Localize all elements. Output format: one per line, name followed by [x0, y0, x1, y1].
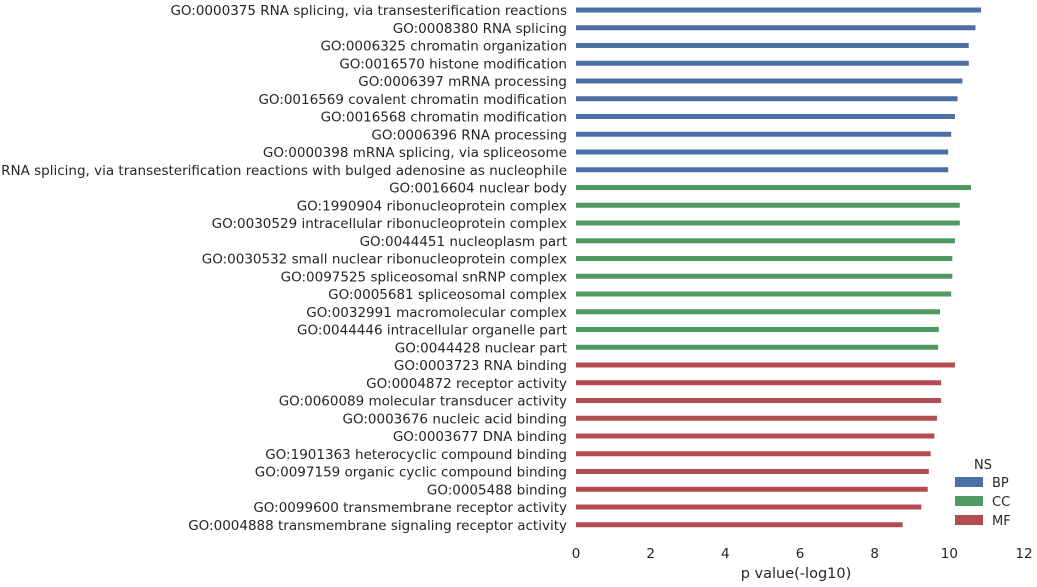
category-label: GO:0060089 molecular transducer activity	[279, 394, 567, 410]
category-label: GO:0016568 chromatin modification	[321, 110, 567, 126]
category-label: GO:0006396 RNA processing	[371, 127, 567, 143]
bar-cc	[576, 220, 960, 226]
bar-mf	[576, 415, 938, 421]
x-tick-label: 12	[1015, 546, 1032, 562]
bar-mf	[576, 398, 942, 403]
category-label: GO:0000398 mRNA splicing, via spliceosom…	[263, 145, 567, 161]
category-label: GO:0097525 spliceosomal snRNP complex	[281, 269, 567, 285]
legend-label-cc: CC	[992, 495, 1010, 510]
bar-cc	[576, 185, 971, 190]
x-tick-label: 0	[572, 546, 581, 562]
bar-mf	[576, 451, 931, 457]
category-label: GO:0003676 nucleic acid binding	[343, 411, 568, 427]
category-label: GO:0032991 macromolecular complex	[306, 305, 567, 321]
bar-bp	[576, 7, 982, 13]
legend-label-mf: MF	[992, 514, 1011, 529]
x-tick-label: 8	[870, 546, 879, 562]
bar-mf	[576, 504, 922, 510]
category-label: GO:0005681 spliceosomal complex	[328, 287, 567, 303]
legend-label-bp: BP	[992, 476, 1009, 491]
category-label: GO:0016569 covalent chromatin modificati…	[258, 92, 567, 108]
category-label: GO:0044428 nuclear part	[395, 340, 567, 356]
x-tick-label: 4	[721, 546, 730, 562]
category-label: GO:1901363 heterocyclic compound binding	[265, 447, 567, 463]
category-label: GO:1990904 ribonucleoprotein complex	[297, 198, 567, 214]
bar-bp	[576, 60, 969, 66]
bar-mf	[576, 486, 928, 492]
x-tick-label: 2	[646, 546, 655, 562]
legend: NS BP CC MF	[955, 458, 1011, 529]
bar-bp	[576, 149, 949, 155]
category-label: GO:0097159 organic cyclic compound bindi…	[255, 465, 567, 481]
bar-cc	[576, 327, 939, 332]
bar-bp	[576, 167, 949, 173]
category-label: GO:0044451 nucleoplasm part	[360, 234, 567, 250]
category-label: GO:0006325 chromatin organization	[320, 39, 567, 55]
bar-mf	[576, 522, 903, 528]
bar-bp	[576, 114, 955, 119]
category-label: GO:0005488 binding	[427, 482, 567, 498]
bar-cc	[576, 238, 955, 244]
category-label: GO:0016604 nuclear body	[389, 181, 567, 197]
category-label: GO:0006397 mRNA processing	[358, 74, 567, 90]
bar-cc	[576, 273, 953, 279]
category-labels-group: GO:0000375 RNA splicing, via transesteri…	[0, 3, 567, 534]
category-label: GO:0004888 transmembrane signaling recep…	[188, 518, 567, 534]
category-label: GO:0030529 intracellular ribonucleoprote…	[212, 216, 567, 232]
bar-bp	[576, 96, 958, 102]
category-label: GO:0003677 DNA binding	[393, 429, 567, 445]
bar-cc	[576, 344, 939, 350]
legend-swatch-bp	[955, 477, 983, 487]
bar-mf	[576, 380, 942, 386]
bar-bp	[576, 78, 963, 84]
bar-cc	[576, 309, 940, 315]
bar-bp	[576, 131, 952, 137]
bar-mf	[576, 469, 929, 474]
legend-title: NS	[974, 458, 992, 473]
bar-cc	[576, 291, 952, 297]
bar-cc	[576, 202, 960, 208]
category-label: GO:0016570 histone modification	[339, 56, 567, 72]
bar-cc	[576, 256, 953, 261]
legend-swatch-cc	[955, 496, 983, 506]
category-label: GO:0099600 transmembrane receptor activi…	[253, 500, 567, 516]
bar-bp	[576, 43, 969, 48]
category-label: GO:0044446 intracellular organelle part	[297, 323, 567, 339]
bar-mf	[576, 433, 935, 439]
legend-swatch-mf	[955, 515, 983, 525]
bar-bp	[576, 25, 976, 31]
category-label: GO:0004872 receptor activity	[366, 376, 567, 392]
bars-group	[576, 7, 982, 528]
category-label: GO:0000377 RNA splicing, via transesteri…	[0, 163, 567, 179]
x-axis-label: p value(-log10)	[741, 566, 852, 582]
bar-mf	[576, 362, 955, 368]
x-axis-ticks-group: 0 2 4 6 8 10 12	[572, 546, 1033, 562]
category-label: GO:0000375 RNA splicing, via transesteri…	[170, 3, 567, 19]
category-label: GO:0030532 small nuclear ribonucleoprote…	[202, 252, 567, 268]
category-label: GO:0008380 RNA splicing	[393, 21, 567, 37]
category-label: GO:0003723 RNA binding	[394, 358, 567, 374]
x-tick-label: 10	[941, 546, 958, 562]
x-tick-label: 6	[796, 546, 805, 562]
